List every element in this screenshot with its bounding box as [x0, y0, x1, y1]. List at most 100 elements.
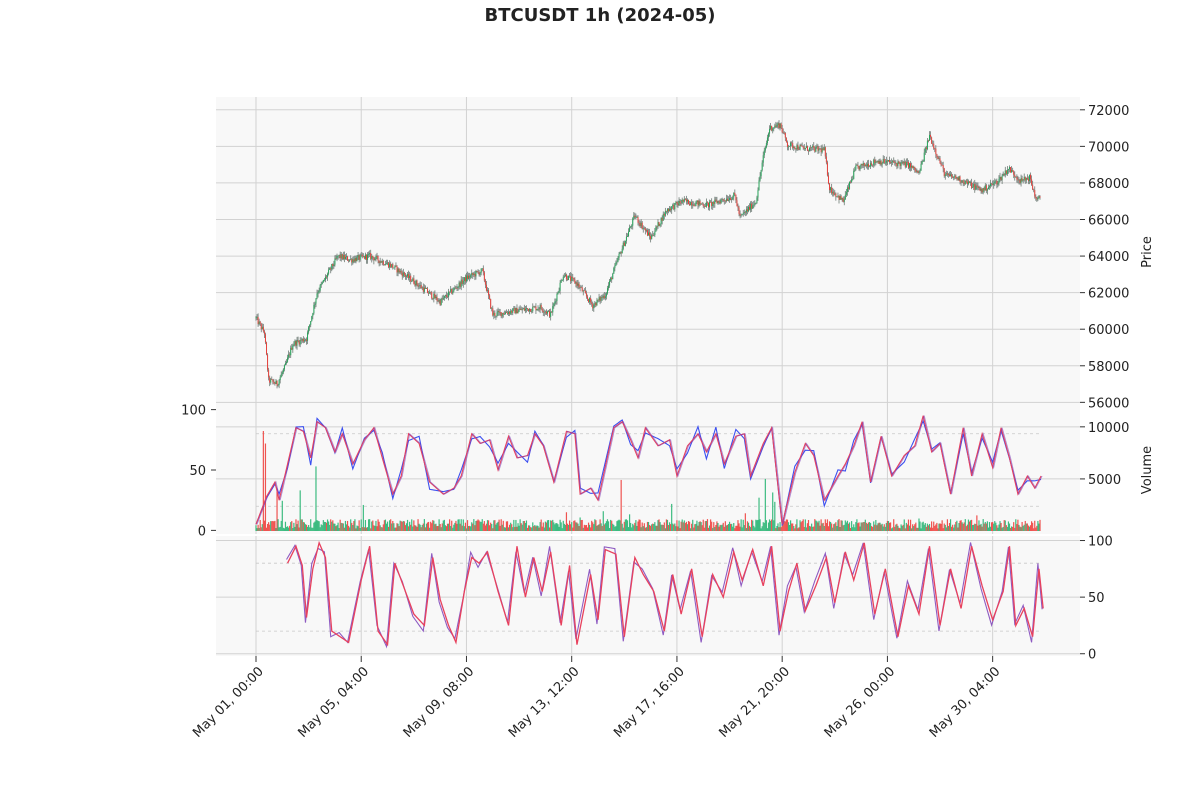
volume-bar — [757, 519, 759, 531]
volume-bar — [944, 524, 946, 531]
candle-body — [677, 203, 679, 206]
volume-bar — [683, 520, 685, 531]
x-tick-label: May 05, 04:00 — [295, 664, 372, 741]
volume-bar — [681, 519, 683, 531]
volume-bar — [829, 521, 832, 531]
volume-bar — [927, 525, 930, 531]
volume-bar — [663, 522, 665, 531]
candle-body — [799, 145, 801, 150]
candle-body — [810, 147, 812, 149]
candle-body — [391, 264, 393, 268]
volume-bar — [872, 527, 874, 531]
volume-bar — [813, 526, 815, 531]
candle-body — [956, 177, 958, 179]
volume-bar — [725, 525, 728, 531]
candle-body — [797, 145, 799, 150]
volume-bar — [276, 491, 278, 531]
volume-bar — [933, 521, 935, 531]
candle-body — [934, 148, 936, 150]
candle-body — [894, 161, 896, 164]
volume-bar — [932, 527, 934, 531]
volume-bar — [642, 526, 644, 531]
stochastic-y-tick-label: 50 — [1088, 591, 1105, 606]
volume-bar — [728, 521, 731, 531]
candle-body — [839, 196, 841, 200]
volume-bar — [736, 525, 738, 531]
candle-body — [661, 217, 663, 221]
volume-bar — [294, 526, 296, 531]
candle-body — [752, 205, 754, 209]
volume-bar — [550, 520, 552, 531]
candle-body — [838, 195, 840, 200]
candle-body — [809, 147, 811, 151]
volume-bar — [842, 525, 844, 531]
candle-body — [1017, 179, 1019, 181]
volume-bar — [913, 526, 915, 531]
candle-body — [975, 185, 977, 190]
volume-bar — [385, 523, 388, 531]
volume-bar — [730, 523, 732, 531]
candle-body — [802, 146, 804, 148]
volume-bar — [697, 525, 699, 531]
volume-bar — [633, 525, 635, 531]
candle-body — [730, 198, 732, 201]
volume-bar — [623, 521, 625, 531]
candle-body — [729, 198, 731, 200]
volume-bar — [492, 528, 494, 531]
volume-bar — [426, 522, 429, 531]
volume-bar — [405, 523, 408, 531]
volume-bar — [665, 519, 668, 531]
candle-body — [617, 257, 619, 262]
candle-body — [766, 137, 768, 144]
candle-body — [584, 290, 586, 294]
volume-bar — [797, 528, 799, 531]
candle-body — [662, 213, 664, 221]
volume-bar — [888, 522, 891, 531]
candle-body — [816, 146, 818, 147]
volume-bar — [288, 527, 290, 531]
candle-body — [377, 256, 379, 261]
volume-bar — [475, 520, 477, 531]
candle-body — [719, 201, 721, 204]
volume-bar — [345, 524, 348, 531]
volume-panel-background — [216, 406, 1080, 534]
candle-body — [803, 147, 805, 150]
candle-body — [637, 216, 639, 223]
candle-body — [632, 218, 634, 226]
candle-body — [597, 299, 599, 301]
volume-bar — [772, 492, 774, 531]
volume-bar — [350, 519, 352, 531]
price-axis-label: Price — [1140, 236, 1155, 268]
candle-body — [314, 303, 316, 306]
candle-body — [845, 191, 847, 195]
volume-bar — [378, 521, 380, 531]
volume-bar — [309, 527, 311, 531]
volume-bar — [289, 525, 291, 531]
volume-bar — [559, 519, 561, 531]
candle-body — [996, 180, 998, 185]
volume-bar — [343, 527, 345, 531]
volume-bar — [958, 523, 960, 531]
volume-bar — [423, 519, 425, 531]
candle-body — [930, 134, 932, 138]
candle-body — [596, 299, 598, 306]
volume-bar — [543, 527, 545, 531]
candle-body — [487, 290, 489, 291]
volume-bar — [402, 520, 404, 531]
volume-bar — [957, 527, 959, 531]
volume-bar — [467, 526, 470, 531]
volume-bar — [568, 520, 571, 531]
candle-body — [331, 263, 333, 270]
candle-body — [463, 277, 465, 281]
candle-body — [408, 273, 410, 279]
volume-bar — [750, 527, 752, 531]
candle-body — [423, 287, 425, 292]
volume-bar — [806, 523, 809, 531]
candle-body — [477, 271, 479, 273]
volume-bar — [956, 520, 958, 531]
volume-bar — [487, 520, 490, 531]
candle-body — [334, 258, 336, 265]
volume-bar — [894, 526, 896, 531]
volume-bar — [537, 525, 539, 531]
volume-bars — [255, 431, 1041, 531]
